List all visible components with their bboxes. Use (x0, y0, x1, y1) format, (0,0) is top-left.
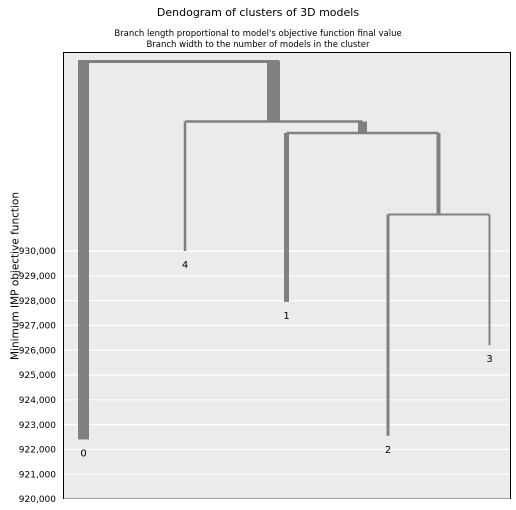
leaf-label-3: 3 (486, 354, 492, 365)
y-tick-label: 926,000 (19, 346, 56, 356)
leaf-label-1: 1 (283, 311, 289, 322)
leaf-label-4: 4 (182, 260, 188, 271)
leaf-label-2: 2 (385, 445, 391, 456)
y-tick-label: 920,000 (19, 495, 56, 505)
chart-subtitle-line-1: Branch length proportional to model's ob… (114, 29, 402, 39)
y-tick-label: 928,000 (19, 297, 56, 307)
chart-subtitle-line-2: Branch width to the number of models in … (146, 40, 370, 50)
y-tick-label: 922,000 (19, 446, 56, 456)
dendrogram-branches (78, 60, 491, 440)
leaf-label-0: 0 (80, 448, 86, 459)
y-axis-title: Minimum IMP objective function (10, 192, 22, 360)
grid-lines (64, 250, 510, 500)
leaf-labels: 0 4 1 2 3 (80, 260, 492, 459)
y-tick-label: 924,000 (19, 396, 56, 406)
y-tick-label: 923,000 (19, 421, 56, 431)
y-tick-label: 921,000 (19, 470, 56, 480)
y-tick-label: 929,000 (19, 272, 56, 282)
chart-title: Dendogram of clusters of 3D models (156, 6, 360, 19)
y-tick-label: 927,000 (19, 322, 56, 332)
y-tick-label: 930,000 (19, 247, 56, 257)
y-tick-label: 925,000 (19, 371, 56, 381)
y-axis-ticks: 920,000 921,000 922,000 923,000 924,000 925,0… (19, 247, 56, 505)
